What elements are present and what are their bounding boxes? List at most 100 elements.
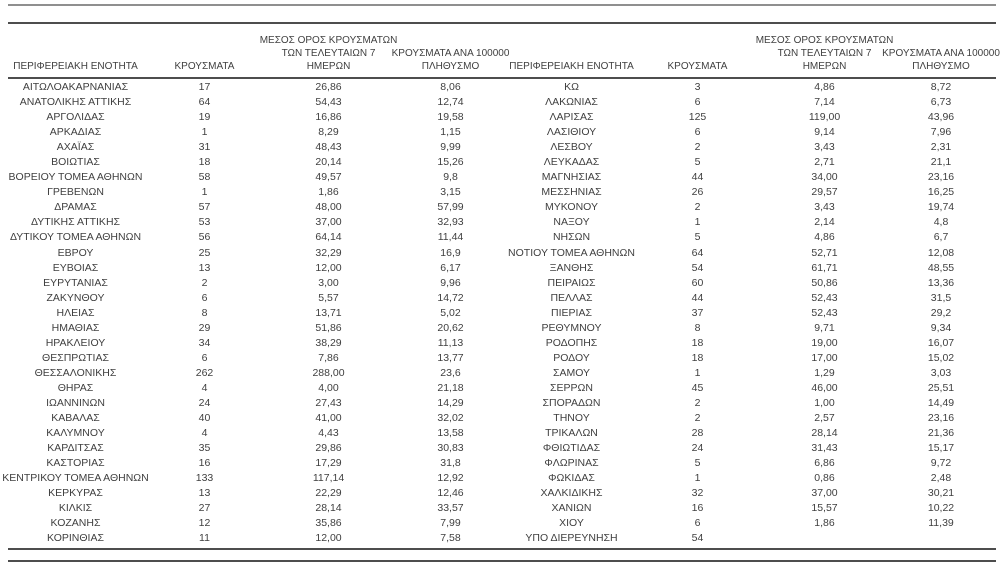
top-inner-rule	[8, 22, 996, 24]
cases-count: 64	[691, 246, 704, 259]
avg-7day-cases: 37,00	[315, 216, 342, 229]
cases-per-100k: 23,16	[927, 412, 955, 425]
region-name: ΠΙΕΡΙΑΣ	[551, 306, 592, 319]
cases-count: 27	[198, 502, 211, 515]
bottom-inner-rule	[8, 548, 996, 550]
table-row: ΕΥΡΥΤΑΝΙΑΣ 2 3,00 9,96 ΠΕΙΡΑΙΩΣ 60 50,86 13,36	[8, 276, 995, 291]
column-header-cases-per-100k-right: ΚΡΟΥΣΜΑΤΑ ΑΝΑ 100000 ΠΛΗΘΥΣΜΟ	[882, 48, 1000, 72]
cases-per-100k: 5,02	[440, 306, 461, 319]
avg-7day-cases: 8,29	[318, 126, 339, 139]
cases-count: 44	[691, 291, 704, 304]
cases-count: 60	[691, 276, 704, 289]
region-name: ΕΥΒΟΙΑΣ	[52, 261, 99, 274]
avg-7day-cases: 54,43	[315, 96, 342, 109]
avg-7day-cases: 32,29	[315, 246, 342, 259]
cases-count: 4	[201, 381, 208, 394]
avg-7day-cases: 48,00	[315, 201, 342, 214]
region-name: ΚΙΛΚΙΣ	[58, 502, 93, 515]
cases-count: 37	[691, 306, 704, 319]
cases-per-100k: 43,96	[927, 111, 955, 124]
region-name: ΧΙΟΥ	[559, 517, 584, 530]
cases-per-100k: 2,48	[930, 472, 952, 485]
avg-7day-cases: 1,86	[318, 186, 339, 199]
region-name: ΘΗΡΑΣ	[57, 381, 94, 394]
top-outer-rule	[8, 4, 996, 6]
avg-7day-cases: 12,00	[315, 532, 342, 545]
table-header-row: ΠΕΡΙΦΕΡΕΙΑΚΗ ΕΝΟΤΗΤΑ ΚΡΟΥΣΜΑΤΑ ΜΕΣΟΣ ΟΡΟΣ …	[8, 28, 1000, 75]
avg-7day-cases: 2,14	[814, 216, 835, 229]
table-row: ΙΩΑΝΝΙΝΩΝ 24 27,43 14,29 ΣΠΟΡΑΔΩΝ 2 1,00 14,49	[8, 396, 995, 411]
cases-per-100k: 13,58	[437, 427, 464, 440]
cases-count: 2	[201, 276, 208, 289]
cases-count: 12	[198, 517, 211, 530]
cases-count: 58	[198, 171, 211, 184]
cases-per-100k: 1,15	[440, 126, 461, 139]
region-name: ΙΩΑΝΝΙΝΩΝ	[46, 397, 105, 409]
cases-count: 40	[198, 412, 211, 425]
bottom-outer-rule	[8, 560, 996, 562]
table-row: ΒΟΙΩΤΙΑΣ 18 20,14 15,26 ΛΕΥΚΑΔΑΣ 5 2,71 21,1	[8, 155, 995, 170]
cases-per-100k: 25,51	[927, 381, 955, 394]
cases-count: 1	[201, 186, 208, 199]
avg-7day-cases: 2,57	[814, 412, 835, 425]
table-row: ΑΡΚΑΔΙΑΣ 1 8,29 1,15 ΛΑΣΙΘΙΟΥ 6 9,14 7,96	[8, 125, 995, 140]
avg-7day-cases: 1,29	[814, 366, 835, 379]
avg-7day-cases: 35,86	[315, 517, 342, 530]
region-name: ΘΕΣΠΡΩΤΙΑΣ	[42, 351, 109, 364]
cases-count: 2	[694, 397, 701, 409]
cases-per-100k: 48,55	[927, 261, 955, 274]
region-name: ΣΑΜΟΥ	[552, 366, 591, 379]
table-row: ΚΑΣΤΟΡΙΑΣ 16 17,29 31,8 ΦΛΩΡΙΝΑΣ 5 6,86 9,72	[8, 456, 995, 471]
region-name: ΜΑΓΝΗΣΙΑΣ	[541, 171, 602, 184]
region-name: ΤΡΙΚΑΛΩΝ	[545, 427, 598, 440]
region-name: ΖΑΚΥΝΘΟΥ	[46, 291, 105, 304]
cases-count: 125	[688, 111, 707, 124]
column-header-cases-per-100k-left: ΚΡΟΥΣΜΑΤΑ ΑΝΑ 100000 ΠΛΗΘΥΣΜΟ	[391, 48, 510, 72]
avg-7day-cases: 48,43	[315, 141, 342, 154]
avg-7day-cases: 38,29	[315, 336, 342, 349]
avg-7day-cases: 9,71	[814, 321, 835, 334]
cases-per-100k: 3,03	[930, 366, 952, 379]
table-row: ΒΟΡΕΙΟΥ ΤΟΜΕΑ ΑΘΗΝΩΝ 58 49,57 9,8 ΜΑΓΝΗΣΙΑΣ 4…	[8, 170, 995, 185]
avg-7day-cases: 13,71	[315, 306, 342, 319]
cases-per-100k: 9,72	[930, 457, 952, 470]
cases-per-100k: 30,83	[437, 442, 464, 455]
region-name: ΛΑΣΙΘΙΟΥ	[546, 126, 597, 139]
region-name: ΚΑΣΤΟΡΙΑΣ	[46, 457, 105, 470]
cases-count: 133	[195, 472, 214, 485]
cases-count: 1	[201, 126, 208, 139]
cases-per-100k: 6,7	[933, 231, 949, 244]
region-name: ΚΟΡΙΝΘΙΑΣ	[47, 532, 104, 545]
table-row: ΚΕΡΚΥΡΑΣ 13 22,29 12,46 ΧΑΛΚΙΔΙΚΗΣ 32 37,00 30,…	[8, 486, 995, 501]
cases-count: 54	[691, 532, 704, 545]
cases-per-100k: 13,77	[437, 351, 464, 364]
cases-count: 6	[201, 351, 208, 364]
cases-count: 16	[691, 502, 704, 515]
table-row: ΑΧΑΪΑΣ 31 48,43 9,99 ΛΕΣΒΟΥ 2 3,43 2,31	[8, 140, 995, 155]
cases-per-100k: 21,18	[437, 381, 464, 394]
region-name: ΛΕΥΚΑΔΑΣ	[543, 156, 600, 169]
avg-7day-cases: 17,29	[315, 457, 342, 470]
cases-per-100k: 15,26	[437, 156, 464, 169]
cases-per-100k: 11,13	[437, 336, 464, 349]
avg-7day-cases: 288,00	[312, 366, 345, 379]
cases-per-100k: 57,99	[437, 201, 464, 214]
cases-count: 25	[198, 246, 211, 259]
cases-per-100k: 14,72	[437, 291, 464, 304]
table-row: ΑΡΓΟΛΙΔΑΣ 19 16,86 19,58 ΛΑΡΙΣΑΣ 125 119,00 43,…	[8, 110, 995, 125]
region-name: ΔΥΤΙΚΗΣ ΑΤΤΙΚΗΣ	[30, 216, 121, 229]
region-name: ΚΑΡΔΙΤΣΑΣ	[47, 442, 104, 455]
region-name: ΡΟΔΟΥ	[553, 351, 590, 364]
cases-count: 5	[694, 457, 701, 470]
avg-7day-cases: 37,00	[811, 487, 838, 500]
cases-per-100k: 9,99	[440, 141, 461, 154]
cases-count: 13	[198, 487, 211, 500]
cases-per-100k: 7,99	[440, 517, 461, 530]
cases-count: 6	[694, 96, 701, 109]
table-row: ΚΟΖΑΝΗΣ 12 35,86 7,99 ΧΙΟΥ 6 1,86 11,39	[8, 516, 995, 531]
region-name: ΦΛΩΡΙΝΑΣ	[544, 457, 599, 470]
cases-count: 44	[691, 171, 704, 184]
cases-per-100k: 16,07	[927, 336, 955, 349]
cases-per-100k: 32,02	[437, 412, 464, 425]
avg-7day-cases: 3,43	[814, 141, 835, 154]
